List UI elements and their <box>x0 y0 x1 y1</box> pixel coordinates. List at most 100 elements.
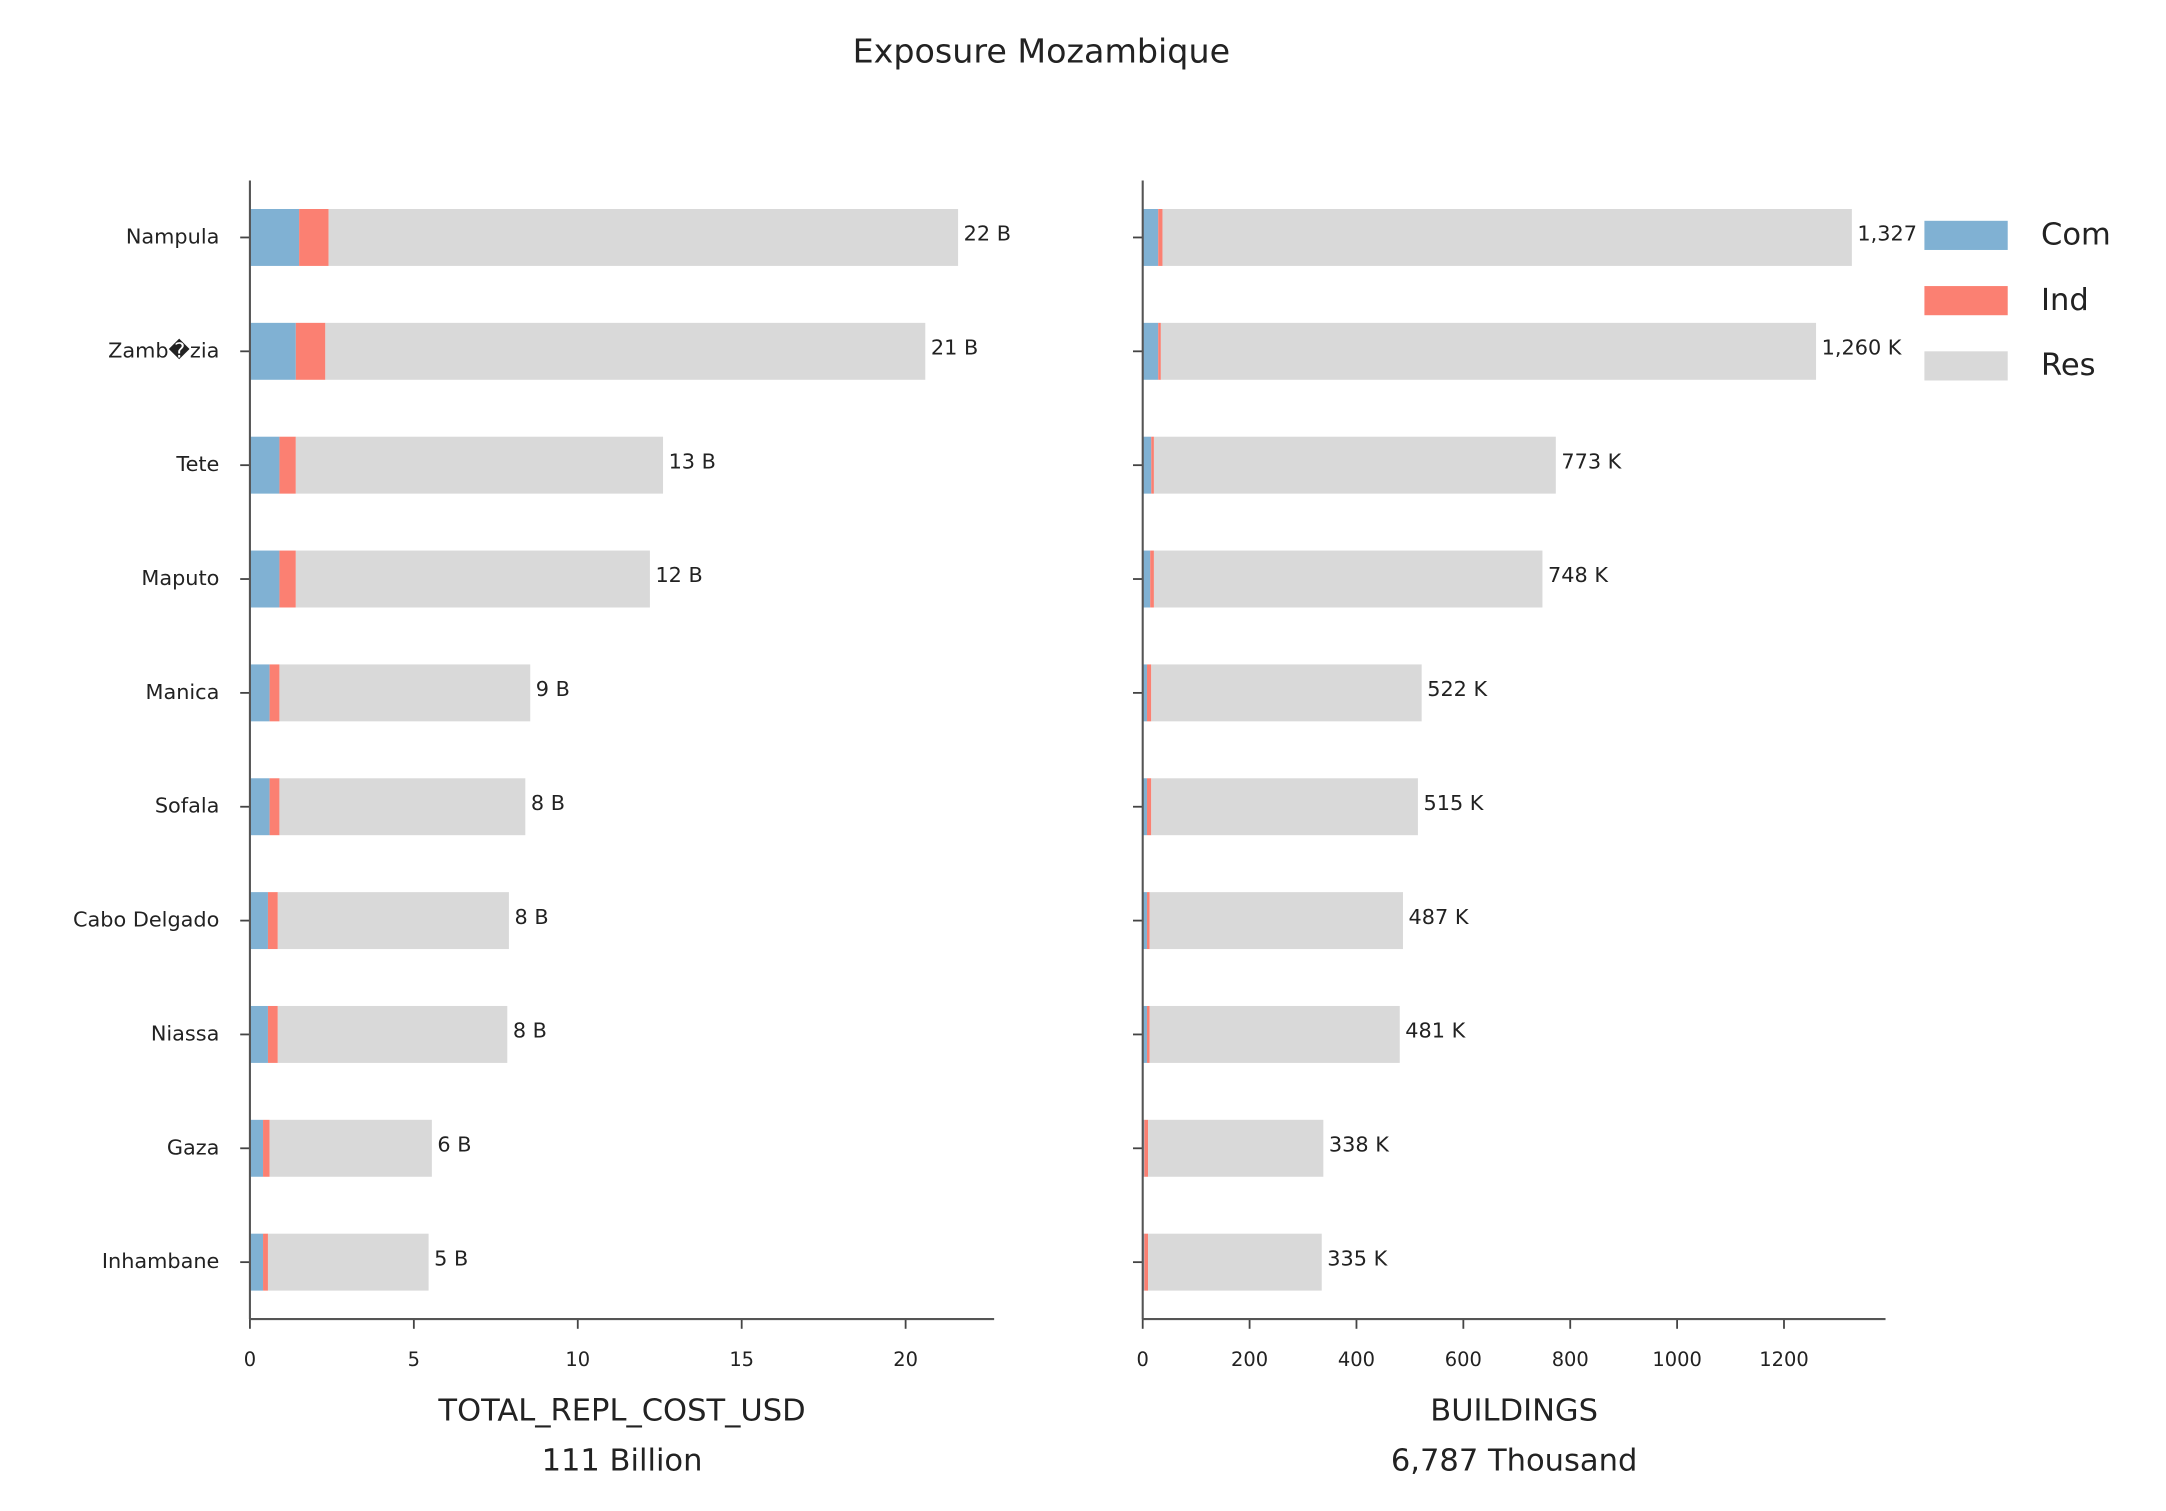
legend-swatch <box>1924 220 2008 250</box>
bar-segment <box>277 1005 508 1063</box>
bar-segment <box>295 322 326 380</box>
bar-segment <box>267 1005 278 1063</box>
bar-segment <box>267 892 278 950</box>
total-label: 773 K <box>1561 449 1622 473</box>
total-label: 8 B <box>514 905 548 929</box>
y-tick-label: Tete <box>175 452 219 476</box>
total-label: 22 B <box>964 222 1011 246</box>
x-tick-label: 5 <box>408 1348 420 1371</box>
bar-segment <box>1142 664 1147 722</box>
bar-segment <box>1146 664 1152 722</box>
total-label: 8 B <box>531 791 565 815</box>
bar-segment <box>1149 1005 1400 1063</box>
x-axis-label-sub: 111 Billion <box>542 1444 703 1479</box>
y-tick-label: Niassa <box>151 1021 220 1045</box>
bar-segment <box>1144 1119 1149 1177</box>
bar-segment <box>295 550 650 608</box>
total-label: 338 K <box>1329 1133 1390 1157</box>
bar-segment <box>325 322 926 380</box>
x-axis-label: TOTAL_REPL_COST_USD <box>437 1394 805 1429</box>
y-tick-label: Manica <box>145 680 219 704</box>
bar-segment <box>249 436 280 494</box>
total-label: 6 B <box>437 1133 471 1157</box>
legend-label: Res <box>2041 348 2096 383</box>
bar-segment <box>1146 1005 1150 1063</box>
bar-segment <box>1151 778 1418 836</box>
total-label: 748 K <box>1548 563 1609 587</box>
bar-segment <box>1142 322 1159 380</box>
y-tick-label: Nampula <box>126 224 220 248</box>
bar-segment <box>1148 1119 1324 1177</box>
bar-segment <box>1151 664 1422 722</box>
x-tick-label: 200 <box>1231 1348 1268 1371</box>
bar-segment <box>1146 778 1152 836</box>
bar-segment <box>1160 322 1817 380</box>
bar-segment <box>249 1119 264 1177</box>
figure-title: Exposure Mozambique <box>853 31 1230 70</box>
bar-segment <box>279 778 526 836</box>
total-label: 9 B <box>536 677 570 701</box>
bar-segment <box>299 209 329 266</box>
x-tick-label: 800 <box>1552 1348 1589 1371</box>
bar-segment <box>279 436 296 494</box>
x-tick-label: 0 <box>244 1348 256 1371</box>
bar-segment <box>249 778 270 836</box>
bar-segment <box>263 1119 270 1177</box>
x-tick-label: 400 <box>1338 1348 1375 1371</box>
total-label: 5 B <box>434 1246 468 1270</box>
bar-segment <box>249 322 296 380</box>
bar-segment <box>249 892 268 950</box>
bar-segment <box>249 1005 268 1063</box>
x-tick-label: 1000 <box>1652 1348 1701 1371</box>
bar-segment <box>1158 209 1163 266</box>
bar-segment <box>1142 550 1151 608</box>
legend-label: Com <box>2041 218 2111 253</box>
x-tick-label: 15 <box>729 1348 754 1371</box>
x-axis-label-sub: 6,787 Thousand <box>1391 1444 1638 1479</box>
y-tick-label: Inhambane <box>102 1249 220 1273</box>
total-label: 487 K <box>1409 905 1470 929</box>
bar-segment <box>267 1233 429 1291</box>
x-axis-label: BUILDINGS <box>1430 1394 1598 1429</box>
bar-segment <box>1150 550 1154 608</box>
total-label: 522 K <box>1427 677 1488 701</box>
bar-segment <box>1144 1233 1149 1291</box>
bar-segment <box>269 778 280 836</box>
bar-segment <box>277 892 509 950</box>
bar-segment <box>249 1233 264 1291</box>
bar-segment <box>1148 1233 1322 1291</box>
x-tick-label: 1200 <box>1759 1348 1808 1371</box>
total-label: 481 K <box>1405 1019 1466 1043</box>
y-tick-label: Gaza <box>167 1135 220 1159</box>
total-label: 335 K <box>1327 1246 1388 1270</box>
total-label: 13 B <box>669 449 716 473</box>
total-label: 515 K <box>1423 791 1484 815</box>
bar-segment <box>1142 778 1147 836</box>
bar-segment <box>1142 892 1147 950</box>
bar-segment <box>279 550 296 608</box>
bar-segment <box>1142 436 1152 494</box>
total-label: 21 B <box>931 336 978 360</box>
legend-label: Ind <box>2041 283 2089 318</box>
legend-swatch <box>1924 351 2008 381</box>
bar-segment <box>1149 892 1403 950</box>
y-tick-label: Sofala <box>155 794 220 818</box>
legend-swatch <box>1924 286 2008 316</box>
bar-segment <box>279 664 531 722</box>
x-tick-label: 0 <box>1137 1348 1149 1371</box>
bar-segment <box>249 550 280 608</box>
bar-segment <box>269 1119 432 1177</box>
bar-segment <box>249 209 300 266</box>
bar-segment <box>1153 436 1556 494</box>
y-tick-label: Maputo <box>141 566 219 590</box>
bar-segment <box>263 1233 268 1291</box>
bar-segment <box>295 436 664 494</box>
total-label: 1,260 K <box>1822 336 1903 360</box>
bar-segment <box>249 664 270 722</box>
bar-segment <box>269 664 280 722</box>
total-label: 12 B <box>655 563 702 587</box>
bar-segment <box>1142 1005 1147 1063</box>
bar-segment <box>328 209 959 266</box>
y-tick-label: Cabo Delgado <box>73 908 219 932</box>
